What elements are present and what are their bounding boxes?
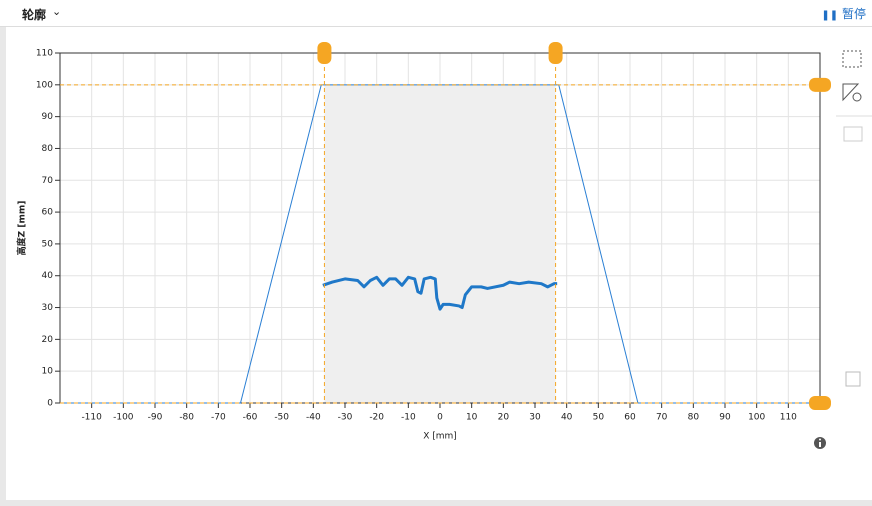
x-tick-label: -90	[148, 413, 163, 423]
info-icon-dot	[819, 438, 821, 441]
selection-y-handle[interactable]	[809, 77, 831, 92]
y-tick-label: 50	[42, 239, 54, 249]
x-tick-label: 60	[624, 413, 636, 423]
y-tick-label: 80	[42, 144, 54, 154]
x-tick-label: 30	[529, 413, 541, 423]
selection-y-handle[interactable]	[809, 396, 831, 410]
x-tick-label: 100	[748, 413, 765, 423]
x-tick-label: -70	[211, 413, 226, 423]
top-bar: 轮廓 ⌄ ❚❚ 暂停	[0, 0, 872, 27]
selection-area	[324, 84, 556, 404]
view-title[interactable]: 轮廓	[22, 8, 47, 22]
info-icon-bar	[819, 442, 821, 447]
x-tick-label: -20	[369, 413, 384, 423]
x-tick-label: 20	[498, 413, 510, 423]
x-tick-label: -60	[243, 413, 258, 423]
y-tick-label: 10	[42, 367, 54, 377]
pause-button[interactable]: ❚❚ 暂停	[821, 7, 866, 21]
y-tick-label: 100	[36, 80, 53, 90]
y-tick-label: 70	[42, 176, 54, 186]
y-tick-label: 20	[42, 335, 54, 345]
x-tick-label: 10	[466, 413, 478, 423]
y-tick-label: 90	[42, 112, 54, 122]
profile-line	[322, 275, 558, 311]
y-axis-label: 高度Z [mm]	[16, 201, 28, 256]
selection-x-handle[interactable]	[548, 42, 563, 64]
x-tick-label: 110	[780, 413, 797, 423]
dropdown-caret[interactable]: ⌄	[52, 5, 62, 18]
x-tick-label: 50	[593, 413, 605, 423]
y-tick-label: 60	[42, 208, 54, 218]
x-tick-label: -10	[401, 413, 416, 423]
selection-x-handle[interactable]	[317, 42, 332, 64]
x-tick-label: -30	[338, 413, 353, 423]
y-tick-label: 40	[42, 271, 54, 281]
draw-tool[interactable]	[842, 83, 860, 102]
x-tick-label: 0	[437, 413, 443, 423]
x-axis-label: X [mm]	[423, 432, 457, 442]
x-tick-label: -80	[179, 413, 194, 423]
x-tick-label: 70	[656, 413, 668, 423]
save-tool[interactable]	[845, 371, 861, 387]
draw-tool-icon	[852, 92, 862, 102]
x-tick-label: -40	[306, 413, 321, 423]
x-tick-label: 40	[561, 413, 573, 423]
pause-label[interactable]: 暂停	[841, 7, 866, 21]
y-tick-label: 0	[47, 399, 53, 409]
select-tool[interactable]	[842, 50, 862, 68]
x-tick-label: -50	[274, 413, 289, 423]
y-tick-label: 110	[36, 49, 53, 59]
x-tick-label: 90	[719, 413, 731, 423]
y-tick-label: 30	[42, 303, 54, 313]
x-tick-label: 80	[688, 413, 700, 423]
fit-tool[interactable]	[843, 126, 863, 142]
x-tick-label: -100	[113, 413, 134, 423]
x-tick-label: -110	[81, 413, 102, 423]
